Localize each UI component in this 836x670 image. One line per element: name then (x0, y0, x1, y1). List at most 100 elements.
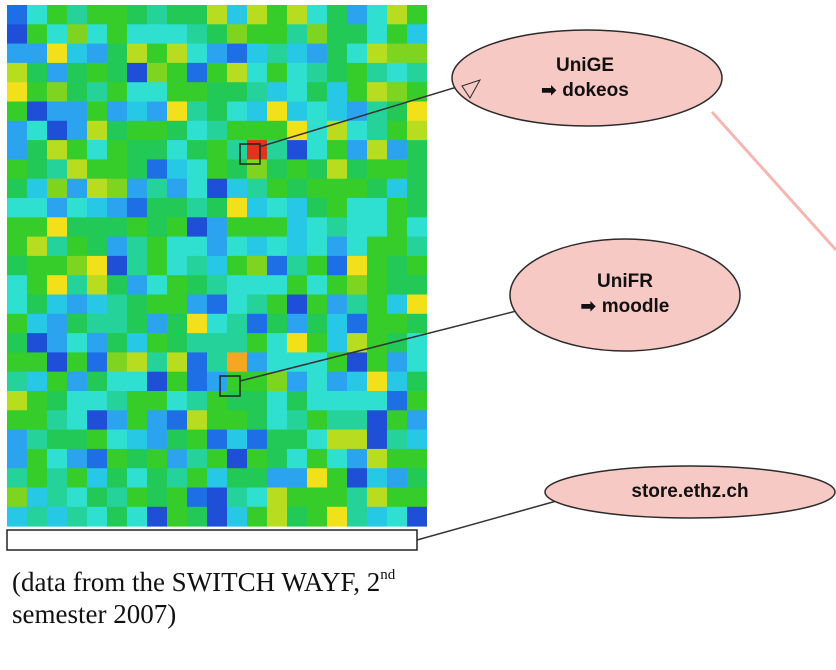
heatmap-cell (127, 468, 147, 488)
heatmap-cell (87, 371, 107, 392)
heatmap-cell (7, 429, 27, 450)
heatmap-cell (407, 236, 427, 257)
heatmap-cell (267, 333, 287, 353)
heatmap-cell (387, 371, 407, 392)
heatmap-cell (347, 178, 367, 199)
heatmap-cell (7, 468, 27, 488)
heatmap-cell (127, 313, 147, 334)
heatmap-cell (127, 217, 147, 238)
heatmap-cell (247, 487, 267, 508)
heatmap-cell (127, 198, 147, 218)
heatmap-cell (387, 391, 407, 411)
heatmap-cell (67, 140, 87, 160)
heatmap-cell (147, 333, 167, 353)
heatmap-cell (387, 217, 407, 238)
heatmap-cell (167, 24, 187, 45)
heatmap-cell (287, 82, 307, 102)
heatmap-cell (47, 506, 67, 527)
heatmap-cell (367, 217, 387, 238)
heatmap-cell (367, 352, 387, 373)
heatmap-cell (367, 313, 387, 334)
heatmap-cell (87, 275, 107, 295)
heatmap-cell (207, 43, 227, 64)
heatmap-cell (167, 294, 187, 315)
heatmap-cell (327, 101, 347, 122)
heatmap-cell (127, 5, 147, 25)
heatmap-cell (307, 255, 327, 276)
heatmap-cell (47, 429, 67, 450)
decorative-pink-line (710, 110, 836, 252)
heatmap-cell (167, 178, 187, 199)
heatmap-cell (107, 333, 127, 353)
callout-unifr-line2-row: ➡ moodle (540, 294, 710, 319)
heatmap-cell (67, 487, 87, 508)
heatmap-cell (187, 236, 207, 257)
heatmap-cell (147, 448, 167, 469)
heatmap-cell (147, 82, 167, 102)
heatmap-cell (387, 62, 407, 83)
heatmap-cell (287, 140, 307, 160)
heatmap-cell (347, 506, 367, 527)
heatmap-cell (327, 429, 347, 450)
heatmap-cell (187, 5, 207, 25)
heatmap-cell (407, 371, 427, 392)
heatmap-cell (227, 82, 247, 102)
heatmap-cell (187, 506, 207, 527)
heatmap-cell (127, 62, 147, 83)
heatmap-cell (287, 178, 307, 199)
heatmap-cell (227, 255, 247, 276)
heatmap-cell (347, 159, 367, 180)
heatmap-cell (87, 313, 107, 334)
heatmap-cell (107, 429, 127, 450)
heatmap-cell (227, 448, 247, 469)
heatmap-cell (247, 333, 267, 353)
heatmap-cell (187, 159, 207, 180)
heatmap-cell (147, 140, 167, 160)
heatmap-cell (127, 178, 147, 199)
heatmap-cell (47, 24, 67, 45)
heatmap-cell (307, 24, 327, 45)
heatmap-cell (327, 333, 347, 353)
heatmap-cell (267, 24, 287, 45)
heatmap-cell (127, 448, 147, 469)
heatmap-cell (7, 371, 27, 392)
heatmap-cell (347, 294, 367, 315)
heatmap-cell (167, 333, 187, 353)
heatmap-cell (167, 217, 187, 238)
heatmap-cell (347, 24, 367, 45)
heatmap-cell (27, 159, 47, 180)
heatmap-cell (387, 313, 407, 334)
heatmap-cell (27, 24, 47, 45)
heatmap-cell (207, 313, 227, 334)
heatmap-cell (7, 101, 27, 122)
heatmap-cell (187, 255, 207, 276)
heatmap-cell (87, 391, 107, 411)
heatmap-cell (267, 487, 287, 508)
heatmap-cell (147, 198, 167, 218)
highlight-row-store[interactable] (6, 529, 418, 551)
heatmap-cell (387, 82, 407, 102)
heatmap-cell (287, 391, 307, 411)
heatmap-cell (67, 120, 87, 141)
callout-unige-line2: dokeos (562, 80, 629, 101)
heatmap-cell (367, 448, 387, 469)
heatmap-cell (407, 217, 427, 238)
heatmap-cell (87, 506, 107, 527)
heatmap-cell (187, 487, 207, 508)
heatmap-cell (127, 410, 147, 431)
heatmap-cell (107, 62, 127, 83)
highlight-cell-unige[interactable] (239, 143, 261, 165)
highlight-cell-unifr[interactable] (219, 375, 241, 397)
heatmap-cell (207, 217, 227, 238)
heatmap-cell (367, 82, 387, 102)
heatmap-cell (227, 120, 247, 141)
heatmap-cell (247, 62, 267, 83)
heatmap-cell (47, 410, 67, 431)
heatmap-cell (167, 391, 187, 411)
heatmap-cell (307, 62, 327, 83)
heatmap-cell (247, 5, 267, 25)
callout-unige-line2-row: ➡ dokeos (495, 78, 675, 103)
heatmap-cell (407, 275, 427, 295)
heatmap-cell (287, 410, 307, 431)
heatmap-cell (207, 62, 227, 83)
